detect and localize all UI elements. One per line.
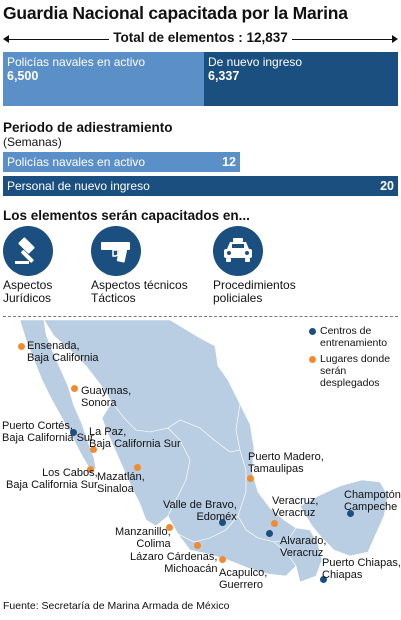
map-label-valle-bravo: Valle de Bravo, Edoméx bbox=[163, 499, 237, 523]
training-bar-value: 20 bbox=[380, 179, 394, 193]
location-dot bbox=[271, 520, 278, 527]
capacitacion-item: Aspectos Jurídicos bbox=[3, 226, 53, 305]
legend-label: Lugares donde serán desplegados bbox=[320, 353, 391, 389]
capacitacion-icons: Aspectos Jurídicos Aspectos técnicos Tác… bbox=[0, 226, 401, 316]
capacitacion-title: Los elementos serán capacitados en... bbox=[3, 208, 250, 223]
total-indicator: Total de elementos : 12,837 bbox=[3, 28, 398, 50]
map-label-puerto-cortes: Puerto Cortés, Baja California Sur bbox=[2, 420, 94, 444]
arrow-left-icon bbox=[3, 35, 9, 43]
training-bar-nuevo: Personal de nuevo ingreso 20 bbox=[3, 176, 398, 196]
map-label-alvarado: Alvarado, Veracruz bbox=[280, 535, 327, 559]
legend-blue-dot bbox=[309, 328, 316, 335]
map-label-veracruz: Veracruz, Veracruz bbox=[272, 495, 319, 519]
capacitacion-label-1: Aspectos bbox=[3, 278, 53, 292]
training-subtitle: (Semanas) bbox=[3, 135, 62, 149]
location-dot bbox=[247, 475, 254, 482]
map-label-manzanillo: Manzanillo, Colima bbox=[115, 526, 171, 550]
police-car-icon bbox=[213, 226, 263, 276]
training-center-dot bbox=[219, 519, 226, 526]
navales-label: Policías navales en activo bbox=[7, 55, 146, 69]
gavel-icon bbox=[3, 226, 53, 276]
pistol-icon bbox=[91, 226, 141, 276]
legend-item-lugares: Lugares donde serán desplegados bbox=[309, 353, 401, 389]
map-label-puerto-chiapas: Puerto Chiapas, Chiapas bbox=[322, 557, 401, 581]
page-title: Guardia Nacional capacitada por la Marin… bbox=[3, 3, 348, 23]
map-label-puerto-madero: Puerto Madero, Tamaulipas bbox=[248, 451, 324, 475]
divider bbox=[3, 316, 398, 317]
map-label-acapulco: Acapulco, Guerrero bbox=[219, 567, 268, 591]
composition-navales: Policías navales en activo 6,500 bbox=[3, 52, 204, 106]
map-label-los-cabos: Los Cabos, Baja California Sur bbox=[6, 467, 98, 491]
map-legend: Centros de entrenamiento Lugares donde s… bbox=[309, 325, 401, 393]
map-label-mazatlan: Mazatlán, Sinaloa bbox=[97, 471, 145, 495]
capacitacion-item: Aspectos técnicos Tácticos bbox=[91, 226, 188, 305]
location-dot bbox=[134, 464, 141, 471]
legend-orange-dot bbox=[309, 356, 316, 363]
training-center-dot bbox=[347, 510, 354, 517]
map-label-ensenada: Ensenada, Baja California bbox=[27, 340, 99, 364]
arrow-right-icon bbox=[392, 35, 398, 43]
map-label-lazaro-cardenas: Lázaro Cárdenas, Michoacán bbox=[130, 551, 218, 575]
training-bar-label: Personal de nuevo ingreso bbox=[7, 179, 150, 193]
capacitacion-item: Procedimientos policiales bbox=[213, 226, 296, 305]
capacitacion-label-2: Tácticos bbox=[91, 291, 136, 305]
total-label: Total de elementos : 12,837 bbox=[109, 30, 292, 45]
training-bar-value: 12 bbox=[222, 155, 236, 169]
location-dot bbox=[90, 446, 97, 453]
training-title: Periodo de adiestramiento bbox=[3, 120, 173, 135]
source-note: Fuente: Secretaría de Marina Armada de M… bbox=[3, 600, 230, 612]
composition-nuevo: De nuevo ingreso 6,337 bbox=[204, 52, 398, 106]
capacitacion-label-2: Jurídicos bbox=[3, 291, 52, 305]
training-center-dot bbox=[320, 576, 327, 583]
training-bar-navales: Policías navales en activo 12 bbox=[3, 152, 240, 172]
location-dot bbox=[18, 343, 25, 350]
training-center-dot bbox=[266, 530, 273, 537]
location-dot bbox=[194, 542, 201, 549]
map-label-la-paz: La Paz, Baja California Sur bbox=[89, 426, 181, 450]
location-dot bbox=[166, 524, 173, 531]
mexico-map: Ensenada, Baja California Guaymas, Sonor… bbox=[0, 319, 401, 591]
nuevo-label: De nuevo ingreso bbox=[208, 55, 303, 69]
map-label-guaymas: Guaymas, Sonora bbox=[81, 385, 132, 409]
capacitacion-label-1: Aspectos técnicos bbox=[91, 278, 188, 292]
location-dot bbox=[87, 466, 94, 473]
training-bar-label: Policías navales en activo bbox=[7, 155, 146, 169]
legend-item-centros: Centros de entrenamiento bbox=[309, 325, 401, 349]
navales-value: 6,500 bbox=[7, 69, 39, 83]
nuevo-value: 6,337 bbox=[208, 69, 240, 83]
location-dot bbox=[219, 556, 226, 563]
legend-label: Centros de entrenamiento bbox=[320, 325, 388, 349]
location-dot bbox=[71, 385, 78, 392]
capacitacion-label-1: Procedimientos bbox=[213, 278, 296, 292]
composition-bar: Policías navales en activo 6,500 De nuev… bbox=[3, 52, 398, 106]
map-label-champoton: Champotón, Campeche bbox=[344, 489, 401, 513]
training-center-dot bbox=[70, 429, 77, 436]
capacitacion-label-2: policiales bbox=[213, 291, 263, 305]
